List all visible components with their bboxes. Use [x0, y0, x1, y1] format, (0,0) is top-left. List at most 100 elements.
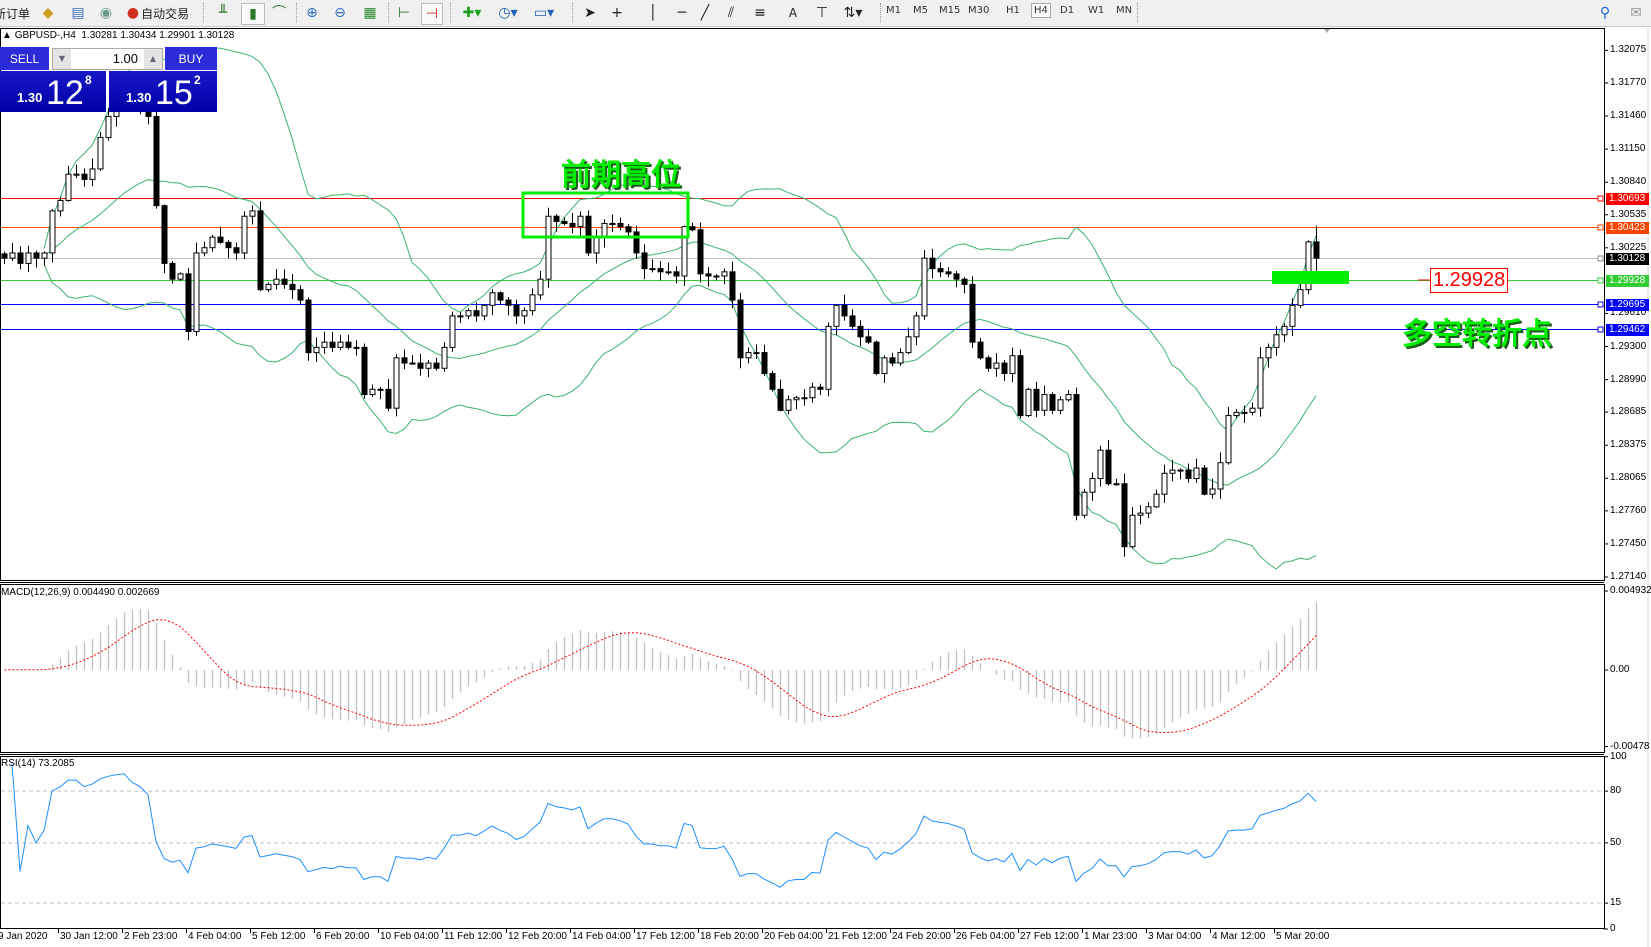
candle-body — [161, 205, 168, 264]
search-icon[interactable]: ⚲ — [1599, 5, 1611, 21]
timeframe-m30[interactable]: M30 — [968, 5, 990, 16]
timeframe-m5[interactable]: M5 — [913, 5, 928, 16]
time-axis-label: 21 Feb 12:00 — [828, 931, 887, 942]
candle — [633, 225, 640, 259]
candle — [1009, 347, 1016, 383]
price-line-tag: 1.30693 — [1606, 192, 1649, 205]
candle — [17, 246, 24, 270]
horizontal-line-icon[interactable]: ─ — [677, 5, 687, 21]
lot-increase-button[interactable]: ▲ — [144, 49, 162, 69]
candle-body — [961, 278, 968, 285]
trendline-icon[interactable]: ╱ — [700, 5, 710, 21]
candle-body — [169, 262, 176, 280]
candle-body — [945, 271, 952, 275]
auto-trading-button[interactable]: ● 自动交易 — [118, 3, 198, 23]
candle — [793, 395, 800, 410]
timeframe-m1[interactable]: M1 — [886, 5, 901, 16]
lot-value[interactable]: 1.00 — [112, 51, 138, 66]
candle — [489, 289, 496, 316]
periods-icon[interactable]: ◷▾ — [498, 5, 518, 21]
timeframe-h4[interactable]: H4 — [1031, 3, 1051, 18]
toolbar: 新订单 ◆ ▤ ◉ ● 自动交易 ╨ ▮ ⌒ ⊕ ⊖ ▦ ⊢ ⊣ ✚▾ ◷▾ ▭… — [0, 0, 1651, 27]
candle — [969, 276, 976, 348]
cursor-icon[interactable]: ➤ — [584, 5, 596, 21]
candle-body — [1257, 357, 1264, 409]
rsi-axis-label: 15 — [1610, 897, 1622, 909]
vertical-line-icon[interactable]: │ — [648, 5, 658, 21]
auto-scroll-icon[interactable]: ⊢ — [397, 5, 411, 21]
arrows-icon[interactable]: ⇅▾ — [843, 5, 863, 21]
tile-windows-icon[interactable]: ▦ — [363, 5, 377, 21]
candlestick-chart-icon[interactable]: ▮ — [241, 3, 265, 25]
candle-body — [841, 304, 848, 317]
candle-body — [713, 275, 720, 278]
sell-button[interactable]: SELL — [0, 47, 49, 70]
candle-body — [97, 136, 104, 170]
candle-body — [545, 215, 552, 280]
timeframe-mn[interactable]: MN — [1116, 5, 1133, 16]
market-watch-icon[interactable]: ◆ — [42, 5, 54, 21]
line-handle — [1597, 195, 1604, 202]
timeframe-h1[interactable]: H1 — [1006, 5, 1020, 16]
candle — [1073, 387, 1080, 521]
signals-icon[interactable]: ◉ — [99, 5, 113, 21]
templates-icon[interactable]: ▭▾ — [533, 5, 555, 21]
candle-body — [345, 341, 352, 348]
candle-body — [89, 168, 96, 180]
candle — [1105, 440, 1112, 486]
candle — [449, 311, 456, 352]
data-window-icon[interactable]: ▤ — [71, 5, 85, 21]
line-handle — [1597, 301, 1604, 308]
line-chart-icon[interactable]: ⌒ — [272, 5, 286, 21]
candle-body — [457, 315, 464, 318]
lot-size-stepper[interactable]: ▼ 1.00 ▲ — [52, 48, 163, 70]
crosshair-icon[interactable]: + — [611, 5, 623, 21]
candle-body — [1193, 467, 1200, 480]
equidistant-channel-icon[interactable]: ⫽ — [727, 5, 735, 21]
candle-body — [673, 271, 680, 277]
bid-price-box[interactable]: 1.30 12 8 — [0, 71, 106, 112]
candle — [745, 347, 752, 364]
candle-body — [1057, 399, 1064, 411]
lot-decrease-button[interactable]: ▼ — [53, 49, 71, 69]
text-label-icon[interactable]: ⊤ — [815, 5, 829, 21]
candle-body — [641, 252, 648, 270]
zoom-in-icon[interactable]: ⊕ — [306, 5, 318, 21]
candle — [97, 131, 104, 171]
zoom-out-icon[interactable]: ⊖ — [334, 5, 346, 21]
timeframe-w1[interactable]: W1 — [1088, 5, 1105, 16]
text-tool-button[interactable]: A — [786, 3, 800, 23]
candle — [1097, 445, 1104, 487]
candle — [257, 201, 264, 292]
bar-chart-icon[interactable]: ╨ — [218, 5, 228, 21]
new-order-button[interactable]: 新订单 — [0, 3, 30, 23]
candle-body — [1081, 491, 1088, 516]
candle — [1049, 392, 1056, 414]
rsi-axis-label: 100 — [1610, 750, 1627, 762]
candle-body — [1033, 388, 1040, 411]
chart-shift-icon[interactable]: ⊣ — [421, 3, 443, 25]
collapse-arrow-icon[interactable]: ▲ — [2, 30, 12, 41]
timeframe-d1[interactable]: D1 — [1060, 5, 1075, 16]
candle-body — [561, 220, 568, 224]
timeframe-m15[interactable]: M15 — [939, 5, 961, 16]
time-axis-label: 6 Feb 20:00 — [316, 931, 370, 942]
previous-high-annotation: 前期高位 — [561, 158, 681, 193]
candle — [329, 332, 336, 353]
high-value: 1.30434 — [120, 30, 157, 41]
indicators-icon[interactable]: ✚▾ — [462, 5, 482, 21]
candle-body — [177, 273, 184, 280]
ask-price-box[interactable]: 1.30 15 2 — [109, 71, 217, 112]
candle-body — [921, 257, 928, 317]
fibonacci-icon[interactable]: ≡ — [754, 5, 766, 21]
chat-icon[interactable]: ✉ — [1630, 5, 1642, 21]
candle-body — [513, 304, 520, 317]
candle — [993, 353, 1000, 377]
buy-button[interactable]: BUY — [165, 47, 217, 70]
toolbar-separator — [880, 3, 882, 23]
horizontal-lines — [1, 195, 1604, 333]
candle — [777, 379, 784, 412]
candle-body — [521, 310, 528, 317]
candle-body — [1169, 469, 1176, 474]
